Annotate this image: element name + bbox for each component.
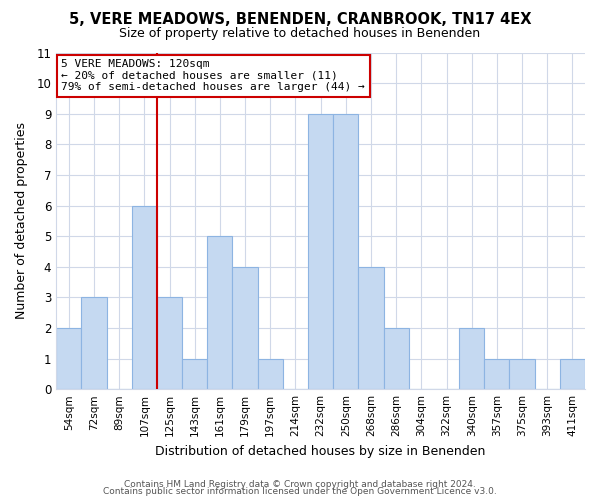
Text: 5, VERE MEADOWS, BENENDEN, CRANBROOK, TN17 4EX: 5, VERE MEADOWS, BENENDEN, CRANBROOK, TN… bbox=[69, 12, 531, 28]
Text: Size of property relative to detached houses in Benenden: Size of property relative to detached ho… bbox=[119, 28, 481, 40]
X-axis label: Distribution of detached houses by size in Benenden: Distribution of detached houses by size … bbox=[155, 444, 486, 458]
Bar bbox=[509, 358, 535, 389]
Bar bbox=[207, 236, 232, 389]
Bar bbox=[132, 206, 157, 389]
Bar bbox=[484, 358, 509, 389]
Bar bbox=[56, 328, 82, 389]
Bar bbox=[560, 358, 585, 389]
Bar bbox=[383, 328, 409, 389]
Bar bbox=[232, 267, 257, 389]
Text: Contains public sector information licensed under the Open Government Licence v3: Contains public sector information licen… bbox=[103, 488, 497, 496]
Bar bbox=[308, 114, 333, 389]
Text: 5 VERE MEADOWS: 120sqm
← 20% of detached houses are smaller (11)
79% of semi-det: 5 VERE MEADOWS: 120sqm ← 20% of detached… bbox=[61, 59, 365, 92]
Text: Contains HM Land Registry data © Crown copyright and database right 2024.: Contains HM Land Registry data © Crown c… bbox=[124, 480, 476, 489]
Bar bbox=[358, 267, 383, 389]
Bar bbox=[182, 358, 207, 389]
Bar bbox=[82, 298, 107, 389]
Bar bbox=[257, 358, 283, 389]
Bar bbox=[157, 298, 182, 389]
Bar bbox=[459, 328, 484, 389]
Bar bbox=[333, 114, 358, 389]
Y-axis label: Number of detached properties: Number of detached properties bbox=[15, 122, 28, 320]
